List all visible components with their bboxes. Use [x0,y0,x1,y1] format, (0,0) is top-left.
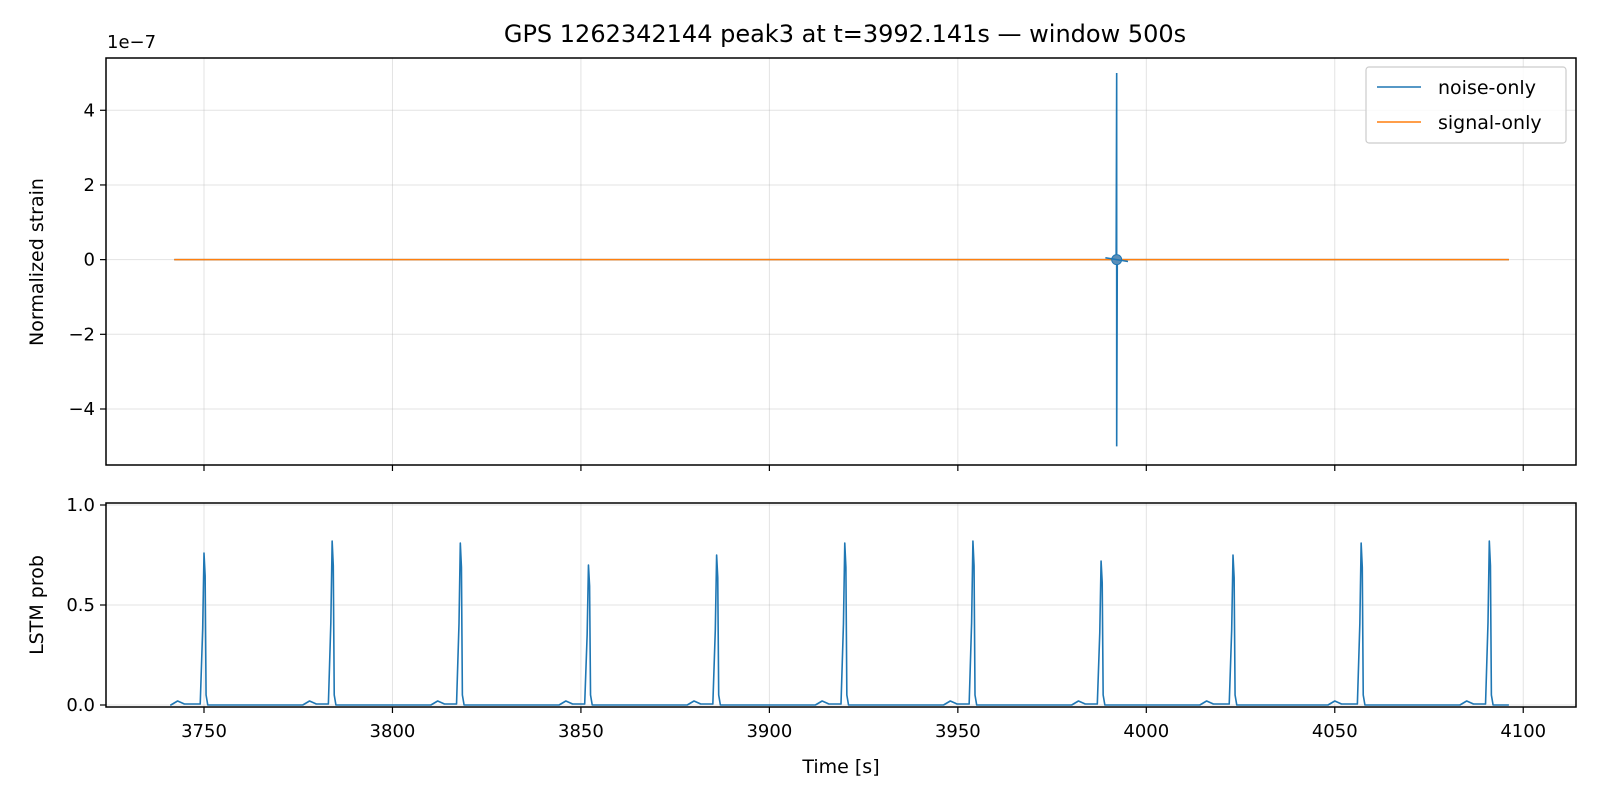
lstm-series [170,540,1509,706]
strain-y-axis-label: Normalized strain [26,178,48,346]
chart-title: GPS 1262342144 peak3 at t=3992.141s — wi… [504,20,1186,48]
strain-y-tick-label: 4 [84,100,95,121]
lstm-y-tick-label: 0.0 [66,695,95,716]
lstm-y-tick-label: 0.5 [66,595,95,616]
lstm-panel: 0.0 0.5 1.0 3750 3800 3850 3900 3950 4000 4050 41… [26,495,1577,778]
strain-x-ticks [203,465,1524,471]
strain-y-tick-label: −4 [68,399,95,420]
x-tick-label: 3950 [935,721,981,742]
legend-signal-only-label: signal-only [1438,112,1542,134]
lstm-y-tick-label: 1.0 [66,495,95,516]
x-tick-label: 3800 [370,721,416,742]
legend-noise-only-label: noise-only [1438,77,1536,99]
strain-axes-frame [105,57,1577,466]
strain-series [174,72,1509,447]
x-tick-label: 4050 [1312,721,1358,742]
x-axis-label: Time [s] [801,756,879,778]
series-lstm-prob [170,540,1509,706]
strain-y-tick-label: 2 [84,175,95,196]
x-tick-label: 3900 [746,721,792,742]
legend-box [1365,66,1567,144]
legend: noise-only signal-only [1365,66,1567,144]
strain-y-tick-label: −2 [68,324,95,345]
lstm-y-axis-label: LSTM prob [26,555,48,655]
lstm-x-ticks: 3750 3800 3850 3900 3950 4000 4050 4100 [181,707,1546,742]
strain-panel: −4 −2 0 2 4 1e−7 Normalized strain noise-onl… [26,32,1577,471]
x-tick-label: 4100 [1500,721,1546,742]
x-tick-label: 3750 [181,721,227,742]
lstm-y-ticks: 0.0 0.5 1.0 [66,495,106,716]
strain-y-ticks: −4 −2 0 2 4 [68,100,106,420]
event-burst-tick [1105,257,1129,263]
x-tick-label: 3850 [558,721,604,742]
strain-offset-label: 1e−7 [107,32,156,53]
strain-y-tick-label: 0 [84,250,95,271]
x-tick-label: 4000 [1123,721,1169,742]
